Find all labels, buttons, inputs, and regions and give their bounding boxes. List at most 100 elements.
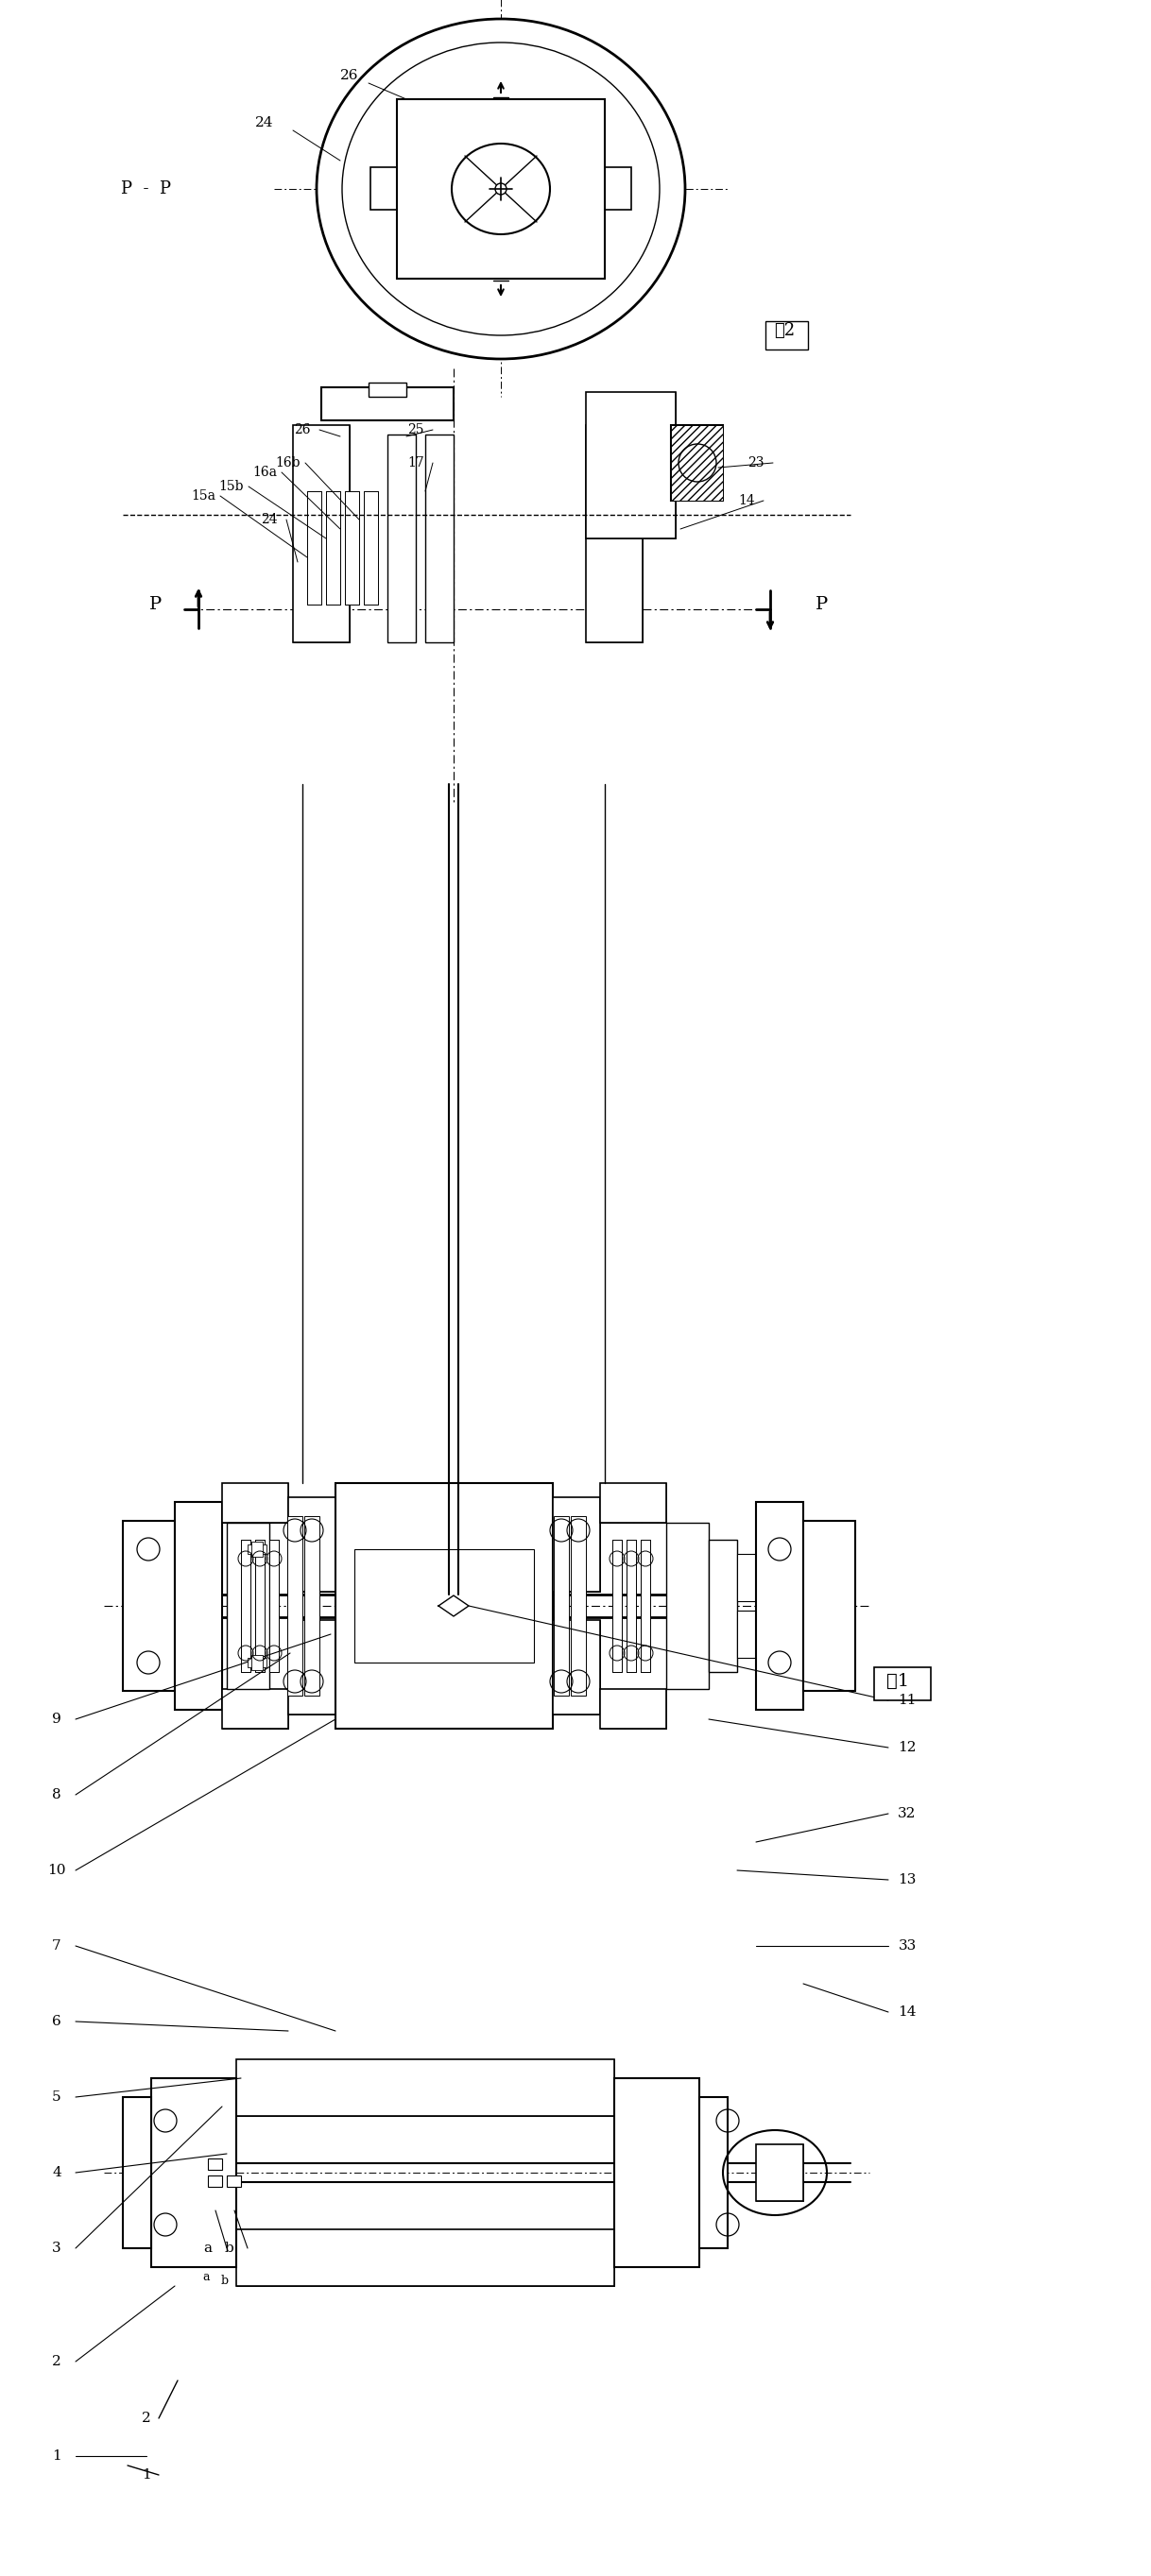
Bar (256, 1540, 265, 1672)
Text: 2: 2 (52, 2354, 61, 2367)
Bar (756, 2143, 803, 2200)
Text: 7: 7 (52, 1940, 61, 1953)
Bar (554, 1517, 569, 1695)
Bar (397, 100, 604, 278)
Text: 17: 17 (407, 456, 425, 469)
Bar (236, 2228, 615, 2285)
Text: 12: 12 (898, 1741, 916, 1754)
Bar (247, 1546, 267, 1553)
Bar (709, 1540, 737, 1672)
Text: 26: 26 (341, 70, 359, 82)
Bar (604, 167, 631, 209)
Bar (368, 384, 406, 397)
Text: 14: 14 (738, 495, 755, 507)
Text: P  -  P: P - P (122, 180, 171, 198)
Ellipse shape (342, 44, 660, 335)
Bar (326, 492, 341, 605)
Bar (288, 1620, 335, 1716)
Text: 2: 2 (142, 2411, 151, 2424)
Bar (269, 1540, 279, 1672)
Bar (364, 492, 378, 605)
Text: 5: 5 (52, 2092, 61, 2105)
Text: 25: 25 (407, 422, 424, 435)
Text: a: a (204, 2241, 212, 2254)
Bar (355, 1548, 534, 1662)
Bar (388, 435, 416, 641)
Text: 11: 11 (898, 1692, 916, 1708)
Bar (671, 425, 723, 500)
Text: 9: 9 (52, 1713, 61, 1726)
Bar (304, 1517, 320, 1695)
Text: b: b (224, 2241, 234, 2254)
Bar (364, 492, 378, 605)
Bar (552, 1497, 600, 1592)
Bar (175, 1502, 222, 1710)
Bar (123, 1520, 175, 1690)
Bar (151, 2079, 236, 2267)
Bar (288, 1620, 335, 1716)
Bar (288, 1497, 335, 1592)
Bar (737, 1553, 756, 1602)
Bar (666, 1522, 709, 1690)
Text: 15a: 15a (191, 489, 215, 502)
Bar (326, 492, 341, 605)
Bar (626, 1540, 637, 1672)
Bar (756, 2143, 803, 2200)
Bar (371, 167, 397, 209)
Bar (123, 2097, 151, 2249)
Bar (737, 1610, 756, 1659)
Bar (671, 425, 723, 500)
Bar (803, 1520, 855, 1690)
Bar (247, 1659, 267, 1667)
Bar (227, 1522, 269, 1690)
Bar (586, 425, 642, 641)
Text: a: a (203, 2269, 209, 2282)
Text: 13: 13 (898, 1873, 916, 1886)
Text: 8: 8 (52, 1788, 61, 1801)
Bar (600, 1690, 666, 1728)
Bar (737, 1610, 756, 1659)
Bar (709, 1540, 737, 1672)
Text: 16a: 16a (252, 466, 277, 479)
Bar (874, 1667, 931, 1700)
Text: b: b (221, 2275, 229, 2287)
Bar (345, 492, 359, 605)
Bar (641, 1540, 650, 1672)
Bar (600, 1484, 666, 1522)
Text: 图2: 图2 (773, 322, 795, 340)
Text: 23: 23 (748, 456, 764, 469)
Bar (251, 1540, 262, 1556)
Text: 32: 32 (898, 1808, 916, 1821)
Text: 4: 4 (52, 2166, 61, 2179)
Bar (700, 2097, 727, 2249)
Text: 33: 33 (898, 1940, 916, 1953)
Bar (227, 2177, 241, 2187)
Bar (552, 1497, 600, 1592)
Text: P: P (150, 595, 162, 613)
Bar (222, 1484, 288, 1522)
Bar (321, 386, 453, 420)
Bar (552, 1620, 600, 1716)
Bar (756, 1502, 803, 1710)
Text: P: P (816, 595, 829, 613)
Bar (269, 1540, 279, 1672)
Bar (208, 2177, 222, 2187)
Bar (256, 1540, 265, 1672)
Bar (803, 1520, 855, 1690)
Text: 10: 10 (47, 1865, 66, 1878)
Bar (241, 1540, 251, 1672)
Bar (236, 2058, 615, 2115)
Ellipse shape (317, 18, 685, 358)
Bar (615, 2079, 700, 2267)
Bar (288, 1517, 303, 1695)
Bar (294, 425, 350, 641)
Bar (700, 2097, 727, 2249)
Bar (251, 1654, 262, 1669)
Bar (222, 1690, 288, 1728)
Text: 26: 26 (295, 422, 311, 435)
Bar (425, 435, 453, 641)
Bar (321, 386, 453, 420)
Text: 图1: 图1 (886, 1672, 909, 1690)
Text: 24: 24 (261, 513, 277, 526)
Bar (586, 392, 676, 538)
